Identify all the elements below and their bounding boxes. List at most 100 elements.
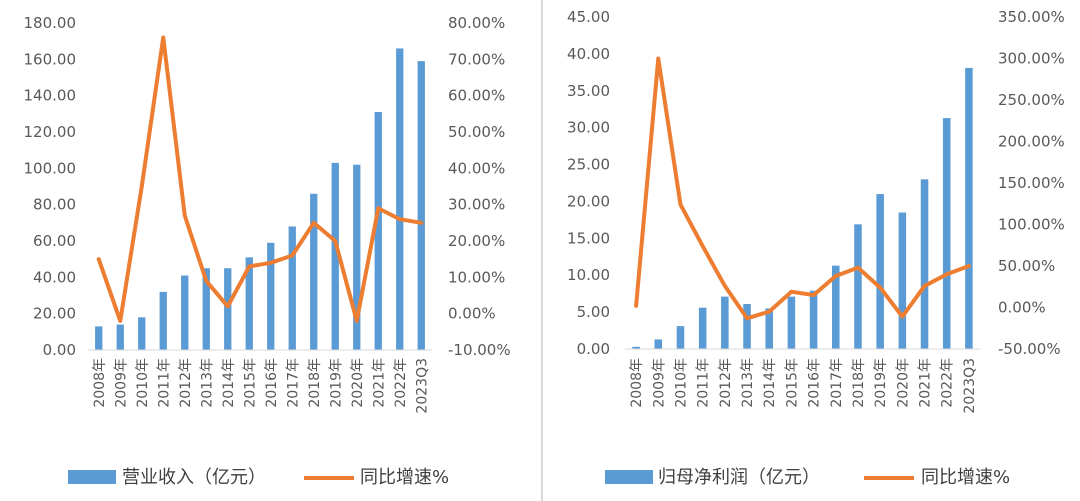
left-axis-tick-label: 15.00 bbox=[567, 229, 610, 247]
bar bbox=[245, 257, 253, 350]
category-label: 2010年 bbox=[135, 358, 151, 408]
legend-bar-swatch bbox=[68, 470, 116, 484]
bar bbox=[809, 290, 818, 349]
bar bbox=[654, 339, 663, 349]
right-axis-tick-label: 50.00% bbox=[448, 123, 505, 141]
right-axis-tick-label: 10.00% bbox=[448, 268, 505, 286]
bar bbox=[374, 112, 382, 351]
left-axis-tick-label: 140.00 bbox=[24, 87, 77, 105]
left-axis-tick-label: 40.00 bbox=[567, 45, 610, 63]
category-label: 2022年 bbox=[940, 358, 956, 408]
category-label: 2023Q3 bbox=[962, 358, 978, 414]
category-label: 2019年 bbox=[873, 358, 889, 408]
bar bbox=[159, 291, 167, 350]
bar bbox=[876, 194, 884, 349]
growth-rate-line bbox=[634, 56, 971, 321]
growth-rate-point bbox=[184, 215, 186, 217]
bar bbox=[288, 226, 296, 350]
right-axis-tick-label: 40.00% bbox=[448, 159, 505, 177]
right-axis-tick-label: 50.00% bbox=[998, 257, 1055, 275]
revenue-chart: 0.00 20.00 40.00 60.00 80.00 100.00 120.00 140.… bbox=[24, 14, 511, 488]
growth-rate-point bbox=[119, 320, 121, 322]
growth-rate-point bbox=[924, 285, 926, 287]
category-label: 2023Q3 bbox=[414, 358, 430, 414]
growth-rate-point bbox=[813, 294, 815, 296]
category-label: 2021年 bbox=[371, 358, 387, 408]
right-axis-tick-label: 100.00% bbox=[998, 216, 1065, 234]
right-axis-tick-label: 60.00% bbox=[448, 87, 505, 105]
category-label: 2022年 bbox=[393, 358, 409, 408]
left-axis-tick-label: 0.00 bbox=[577, 340, 610, 358]
bar bbox=[310, 193, 318, 350]
growth-rate-point bbox=[901, 316, 903, 318]
growth-rate-point bbox=[227, 305, 229, 307]
category-label: 2011年 bbox=[696, 358, 712, 408]
bar bbox=[698, 307, 707, 349]
bar bbox=[676, 326, 685, 349]
bar bbox=[898, 212, 907, 349]
bar bbox=[965, 67, 973, 349]
bar bbox=[138, 317, 146, 350]
category-label: 2009年 bbox=[113, 358, 129, 408]
right-axis-tick-label: 300.00% bbox=[998, 50, 1065, 68]
right-axis-tick-label: -50.00% bbox=[998, 340, 1061, 358]
legend-line-label: 同比增速% bbox=[360, 467, 449, 488]
category-label: 2015年 bbox=[784, 358, 800, 408]
growth-rate-point bbox=[790, 291, 792, 293]
growth-rate-point bbox=[879, 287, 881, 289]
growth-rate-point bbox=[399, 218, 401, 220]
right-axis-tick-label: -10.00% bbox=[448, 341, 511, 359]
bar bbox=[743, 303, 751, 349]
category-label: 2012年 bbox=[178, 358, 194, 408]
growth-rate-point bbox=[968, 265, 970, 267]
left-axis-tick-label: 45.00 bbox=[567, 8, 610, 26]
growth-rate-point bbox=[270, 262, 272, 264]
bar bbox=[331, 162, 339, 350]
growth-rate-point bbox=[334, 240, 336, 242]
right-axis-tick-label: 0.00% bbox=[448, 305, 496, 323]
right-axis-tick-label: 200.00% bbox=[998, 133, 1065, 151]
bar bbox=[765, 308, 773, 349]
bar bbox=[832, 265, 840, 349]
bar bbox=[202, 268, 210, 350]
category-label: 2020年 bbox=[895, 358, 911, 408]
category-label: 2018年 bbox=[851, 358, 867, 408]
growth-rate-point bbox=[291, 255, 293, 257]
legend-bar-label: 营业收入（亿元） bbox=[122, 467, 266, 488]
growth-rate-point bbox=[679, 204, 681, 206]
left-axis-tick-label: 100.00 bbox=[24, 159, 77, 177]
growth-rate-point bbox=[356, 320, 358, 322]
category-label: 2021年 bbox=[918, 358, 934, 408]
right-axis-tick-label: 0.00% bbox=[998, 299, 1046, 317]
growth-rate-point bbox=[420, 222, 422, 224]
growth-rate-point bbox=[768, 311, 770, 313]
growth-rate-point bbox=[857, 267, 859, 269]
category-label: 2020年 bbox=[350, 358, 366, 408]
category-label: 2016年 bbox=[264, 358, 280, 408]
left-axis-tick-label: 20.00 bbox=[567, 192, 610, 210]
left-axis-tick-label: 30.00 bbox=[567, 119, 610, 137]
bar bbox=[942, 118, 951, 349]
left-axis-tick-label: 60.00 bbox=[33, 232, 76, 250]
right-axis-tick-label: 80.00% bbox=[448, 14, 505, 32]
bar bbox=[116, 324, 124, 350]
left-axis-tick-label: 180.00 bbox=[24, 14, 77, 32]
left-axis-tick-label: 35.00 bbox=[567, 82, 610, 100]
bar bbox=[854, 224, 862, 349]
bar bbox=[721, 296, 729, 349]
category-label: 2015年 bbox=[242, 358, 258, 408]
bar bbox=[417, 61, 425, 351]
growth-rate-point bbox=[162, 37, 164, 39]
left-axis-tick-label: 25.00 bbox=[567, 156, 610, 174]
left-axis-tick-label: 160.00 bbox=[24, 50, 77, 68]
category-label: 2019年 bbox=[328, 358, 344, 408]
growth-rate-point bbox=[946, 273, 948, 275]
right-axis-tick-label: 250.00% bbox=[998, 91, 1065, 109]
growth-rate-point bbox=[746, 317, 748, 319]
legend-bar-label: 归母净利润（亿元） bbox=[658, 467, 820, 488]
right-axis-tick-label: 30.00% bbox=[448, 196, 505, 214]
growth-rate-point bbox=[657, 58, 659, 59]
left-axis-tick-label: 5.00 bbox=[577, 303, 610, 321]
bar bbox=[920, 179, 929, 349]
